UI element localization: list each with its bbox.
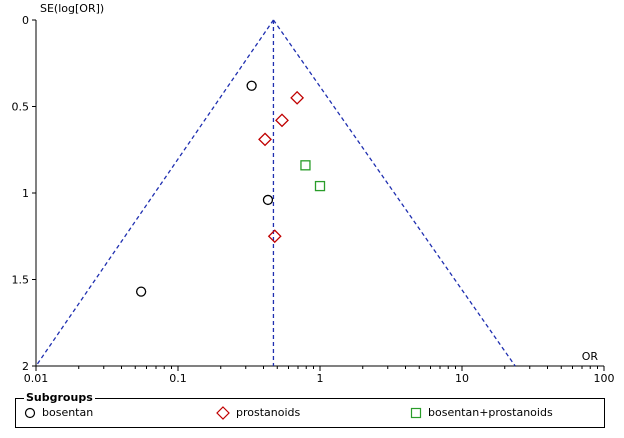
x-tick-label: 0.01 <box>24 372 49 385</box>
legend-item-bosentan: bosentan <box>24 406 93 420</box>
plot-axes <box>32 19 605 371</box>
funnel-lines <box>35 19 516 367</box>
point-bosentan <box>246 80 257 91</box>
y-tick-label: 0 <box>22 14 29 27</box>
x-tick-label: 1 <box>317 372 324 385</box>
point-prostanoids <box>258 132 272 147</box>
funnel-left-line <box>35 19 274 367</box>
legend-item-bosentan-prostanoids: bosentan+prostanoids <box>410 406 553 420</box>
circle-icon <box>24 407 36 419</box>
funnel-plot: 0 0.5 1 1.5 20.01 0.1 1 10 100 SE(log[OR]) OR <box>12 2 615 385</box>
x-axis-label: OR <box>582 350 599 363</box>
data-points <box>135 80 326 297</box>
y-axis-label: SE(log[OR]) <box>40 2 104 15</box>
y-tick-label: 1 <box>22 187 29 200</box>
y-tick-label: 0.5 <box>12 101 30 114</box>
legend-label-bosentan-prostanoids: bosentan+prostanoids <box>428 406 553 419</box>
legend-label-bosentan: bosentan <box>42 406 94 419</box>
point-prostanoids <box>290 90 305 105</box>
y-tick-label: 2 <box>22 360 29 373</box>
point-bosentan-prostanoids <box>300 160 311 171</box>
point-bosentan <box>135 286 147 297</box>
axis-labels: 0 0.5 1 1.5 20.01 0.1 1 10 100 SE(log[OR]) OR <box>12 2 615 385</box>
point-bosentan-prostanoids <box>314 180 326 192</box>
x-tick-label: 0.1 <box>169 372 187 385</box>
x-tick-label: 10 <box>455 372 469 385</box>
point-prostanoids <box>275 113 289 128</box>
point-prostanoids <box>267 229 282 244</box>
diamond-icon <box>216 406 230 420</box>
square-icon <box>410 407 422 419</box>
x-tick-label: 100 <box>594 372 615 385</box>
funnel-right-line <box>272 19 516 367</box>
point-bosentan <box>262 194 274 206</box>
legend-box <box>15 398 605 428</box>
legend-item-prostanoids: prostanoids <box>216 406 300 420</box>
legend-title: Subgroups <box>24 391 95 405</box>
legend-label-prostanoids: prostanoids <box>236 406 301 419</box>
y-tick-label: 1.5 <box>12 274 30 287</box>
